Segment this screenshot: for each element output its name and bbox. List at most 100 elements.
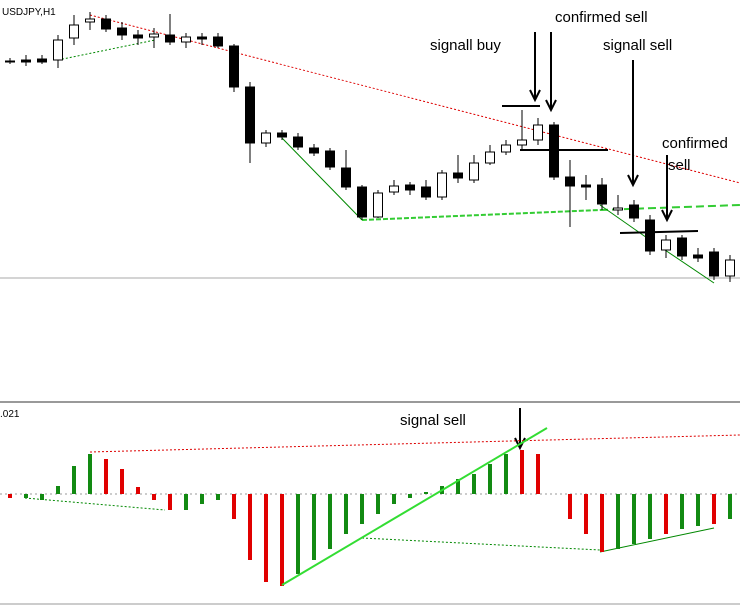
candle-body: [677, 237, 687, 257]
histogram-bar: [392, 494, 396, 504]
candle-body: [389, 185, 399, 193]
candle-body: [373, 192, 383, 218]
trendline: [599, 204, 651, 241]
candle-body: [613, 207, 623, 211]
histogram-bar: [376, 494, 380, 514]
candle-body: [597, 184, 607, 205]
trendline: [89, 434, 740, 453]
symbol-label: USDJPY,H1: [2, 7, 56, 18]
arrows: [514, 32, 673, 451]
candle-body: [469, 162, 479, 181]
histogram-bar: [584, 494, 588, 534]
histogram-bar: [648, 494, 652, 539]
trendline: [57, 39, 156, 61]
histogram-bar: [680, 494, 684, 529]
candle-body: [117, 27, 127, 36]
candle-body: [229, 45, 239, 88]
candle-body: [581, 184, 591, 188]
candle-body: [133, 34, 143, 39]
candle-body: [485, 151, 495, 164]
candle-body: [405, 184, 415, 191]
annotation: signal sell: [400, 412, 466, 429]
trendline: [361, 209, 601, 221]
annotation: confirmed sell: [555, 9, 648, 26]
annotation: signall sell: [603, 37, 672, 54]
candle-body: [693, 254, 703, 259]
histogram-bar: [600, 494, 604, 552]
candle-body: [533, 124, 543, 141]
histogram-bar: [200, 494, 204, 504]
histogram-bar: [568, 494, 572, 519]
histogram-bar: [232, 494, 236, 519]
annotation: signall buy: [430, 37, 501, 54]
indicator-label: .021: [0, 409, 20, 420]
histogram-bar: [520, 450, 524, 494]
candle-body: [69, 24, 79, 39]
candle-body: [357, 186, 367, 218]
histogram-bar: [184, 494, 188, 510]
histogram-bar: [504, 454, 508, 494]
histogram-bar: [120, 469, 124, 494]
candle-body: [341, 167, 351, 188]
histogram-bar: [264, 494, 268, 582]
histogram-bar: [168, 494, 172, 510]
candle-body: [149, 33, 159, 38]
histogram-bar: [616, 494, 620, 549]
annotation: sell: [668, 157, 691, 174]
histogram-bar: [408, 494, 412, 498]
candle-body: [181, 36, 191, 43]
histogram-bar: [536, 454, 540, 494]
candle-body: [501, 144, 511, 153]
candle-body: [517, 139, 527, 146]
histogram-bar: [632, 494, 636, 544]
candle-body: [197, 36, 207, 40]
candle-body: [725, 259, 735, 277]
histogram-bar: [104, 459, 108, 494]
candle-body: [277, 132, 287, 138]
candle-body: [661, 239, 671, 251]
annotation: confirmed: [662, 135, 728, 152]
candle-body: [325, 150, 335, 168]
histogram-bar: [24, 494, 28, 498]
candle-body: [437, 172, 447, 198]
trendline: [24, 497, 166, 511]
candle-body: [21, 59, 31, 63]
histogram-bar: [248, 494, 252, 560]
candle-body: [309, 147, 319, 154]
histogram-bar: [712, 494, 716, 524]
histogram-bar: [344, 494, 348, 534]
histogram-bar: [216, 494, 220, 500]
histogram-bar: [664, 494, 668, 534]
histogram-bar: [56, 486, 60, 494]
candle-body: [629, 204, 639, 219]
candle-body: [53, 39, 63, 61]
histogram-bar: [296, 494, 300, 574]
candle-body: [37, 58, 47, 63]
histogram-bar: [312, 494, 316, 560]
histogram-bar: [360, 494, 364, 524]
level-line: [619, 230, 699, 234]
histogram-bar: [328, 494, 332, 549]
histogram-bar: [152, 494, 156, 500]
candle-body: [101, 18, 111, 30]
candle-body: [5, 60, 15, 63]
candle-body: [421, 186, 431, 198]
histogram-bar: [488, 464, 492, 494]
histogram-bar: [456, 479, 460, 494]
candle-body: [165, 34, 175, 43]
trendline: [281, 137, 363, 221]
histogram-bar: [696, 494, 700, 526]
trendline: [664, 249, 715, 284]
histogram-bar: [728, 494, 732, 519]
candle-body: [565, 176, 575, 187]
histogram-bar: [424, 492, 428, 494]
candle-body: [245, 86, 255, 144]
histogram-bar: [8, 494, 12, 498]
candle-body: [293, 136, 303, 148]
trendline: [281, 427, 548, 586]
candle-body: [453, 172, 463, 179]
histogram-bar: [280, 494, 284, 586]
histogram-bar: [88, 454, 92, 494]
